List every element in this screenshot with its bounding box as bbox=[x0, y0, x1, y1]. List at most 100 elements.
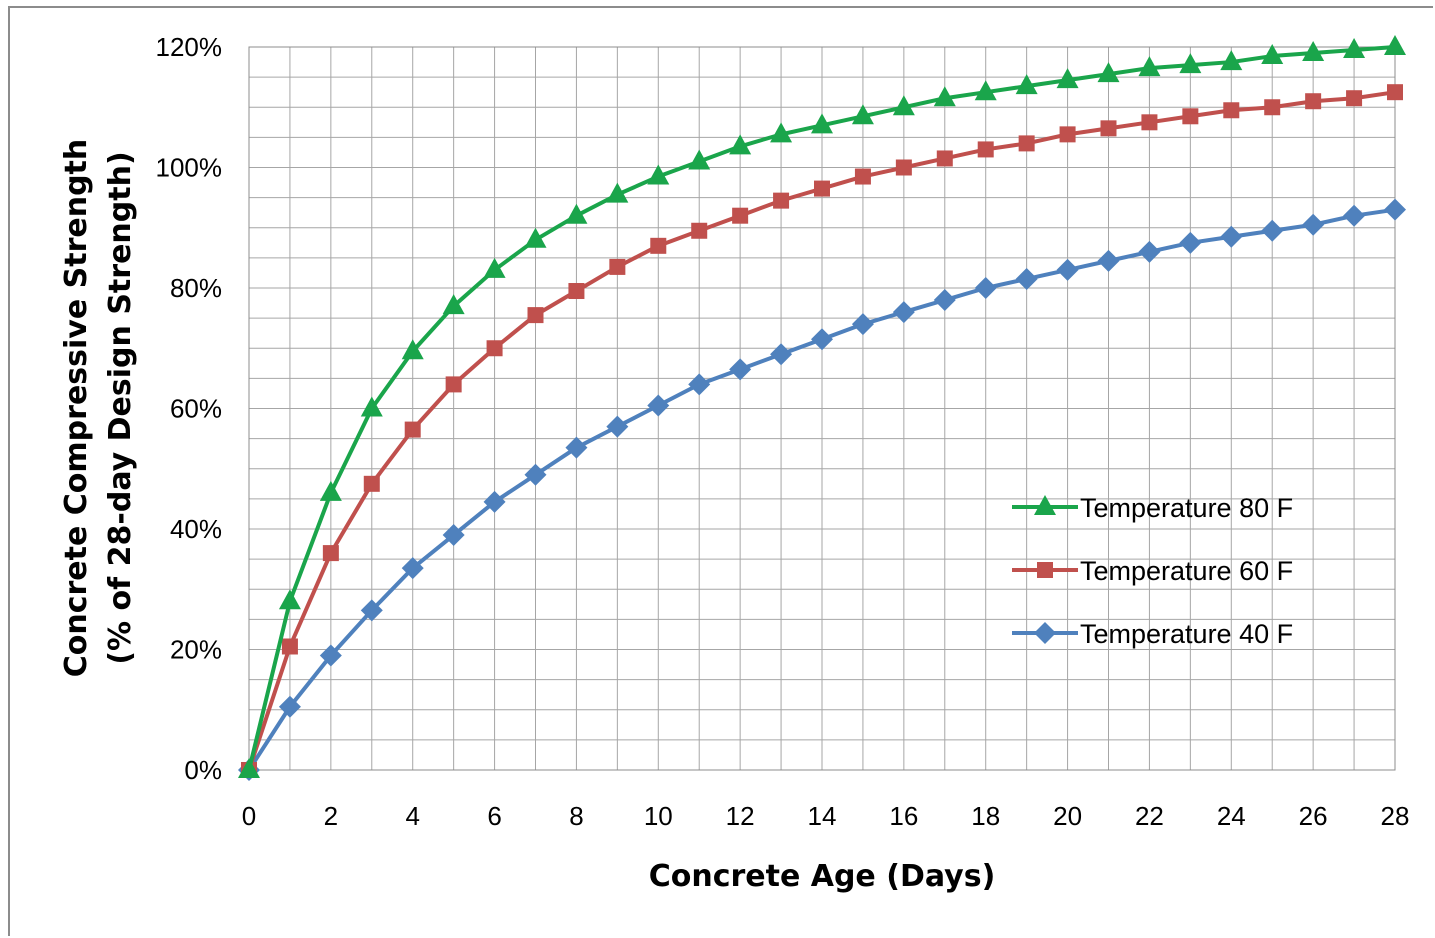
data-point bbox=[1179, 53, 1202, 74]
data-point bbox=[729, 134, 752, 155]
data-point bbox=[851, 313, 874, 336]
data-point bbox=[1261, 219, 1284, 242]
data-point bbox=[606, 415, 629, 438]
x-axis-title: Concrete Age (Days) bbox=[649, 859, 996, 894]
data-point bbox=[1384, 35, 1406, 55]
data-point bbox=[442, 294, 465, 315]
data-point bbox=[319, 644, 342, 667]
data-point bbox=[770, 122, 793, 143]
data-point bbox=[486, 340, 503, 357]
data-point bbox=[1261, 44, 1284, 65]
data-point bbox=[1100, 120, 1117, 137]
data-point bbox=[811, 328, 833, 351]
data-point bbox=[688, 373, 711, 396]
data-point bbox=[1387, 84, 1403, 101]
x-tick-label: 2 bbox=[324, 801, 338, 831]
y-tick-label: 60% bbox=[170, 394, 222, 424]
data-point bbox=[892, 301, 915, 324]
data-point bbox=[647, 394, 670, 417]
x-tick-label: 24 bbox=[1217, 801, 1246, 831]
x-tick-label: 12 bbox=[726, 801, 755, 831]
data-point bbox=[892, 95, 915, 116]
legend-marker bbox=[1037, 562, 1053, 578]
y-tick-label: 80% bbox=[170, 273, 222, 303]
data-point bbox=[445, 376, 462, 393]
data-point bbox=[401, 339, 424, 360]
x-tick-label: 18 bbox=[971, 801, 1000, 831]
series-triangle bbox=[238, 35, 1406, 778]
data-point bbox=[773, 192, 790, 209]
data-point bbox=[278, 695, 301, 718]
data-point bbox=[1343, 38, 1366, 59]
data-point bbox=[281, 638, 298, 655]
data-point bbox=[360, 599, 383, 622]
data-point bbox=[483, 490, 506, 513]
data-point bbox=[238, 758, 260, 778]
data-point bbox=[363, 475, 380, 492]
x-tick-label: 26 bbox=[1299, 801, 1328, 831]
data-point bbox=[1223, 102, 1240, 119]
x-tick-label: 20 bbox=[1053, 801, 1082, 831]
x-tick-label: 4 bbox=[405, 801, 419, 831]
y-axis-title-line-1: Concrete Compressive Strength bbox=[59, 139, 94, 678]
data-point bbox=[1059, 126, 1076, 143]
x-tick-label: 10 bbox=[644, 801, 673, 831]
data-point bbox=[568, 283, 585, 300]
data-point bbox=[1182, 108, 1199, 125]
data-point bbox=[1015, 267, 1038, 290]
legend-marker bbox=[1034, 622, 1056, 644]
data-point bbox=[650, 237, 667, 254]
data-point bbox=[1305, 93, 1322, 110]
data-point bbox=[936, 150, 953, 167]
plot-area bbox=[248, 46, 1396, 771]
legend: Temperature 80 F Temperature 60 F Temperat… bbox=[1012, 493, 1293, 649]
series-square bbox=[241, 84, 1403, 778]
data-point bbox=[404, 421, 421, 438]
data-point bbox=[1346, 90, 1363, 107]
data-point bbox=[483, 257, 506, 278]
series-diamond bbox=[238, 198, 1406, 781]
data-point bbox=[811, 113, 833, 134]
data-point bbox=[851, 104, 874, 125]
y-axis-title: Concrete Compressive Strength (% of 28-d… bbox=[59, 139, 138, 678]
data-point bbox=[1220, 50, 1243, 71]
x-tick-label: 8 bbox=[569, 801, 583, 831]
data-point bbox=[814, 180, 830, 197]
data-point bbox=[565, 436, 588, 459]
data-point bbox=[1264, 99, 1281, 116]
legend-label: Temperature 60 F bbox=[1080, 556, 1293, 586]
data-point bbox=[1179, 231, 1202, 254]
data-point bbox=[524, 227, 547, 248]
data-point bbox=[319, 480, 342, 501]
x-tick-label: 28 bbox=[1381, 801, 1410, 831]
data-point bbox=[1097, 249, 1120, 272]
y-tick-label: 100% bbox=[156, 153, 223, 183]
y-tick-label: 0% bbox=[184, 755, 222, 785]
legend-item: Temperature 60 F bbox=[1012, 556, 1293, 586]
data-point bbox=[609, 258, 626, 275]
y-tick-label: 120% bbox=[156, 32, 223, 62]
data-point bbox=[691, 222, 708, 239]
data-point bbox=[1343, 204, 1366, 227]
data-point bbox=[524, 463, 547, 486]
data-point bbox=[1384, 198, 1406, 221]
data-point bbox=[1056, 258, 1079, 281]
y-axis-ticks: 0% 20% 40% 60% 80% 100% 120% bbox=[156, 32, 223, 785]
y-axis-title-line-2: (% of 28-day Design Strength) bbox=[103, 151, 138, 664]
data-point bbox=[1302, 213, 1325, 236]
data-point bbox=[933, 289, 956, 312]
legend-marker bbox=[1034, 495, 1056, 515]
y-tick-label: 40% bbox=[170, 514, 222, 544]
data-point bbox=[360, 396, 383, 417]
x-tick-label: 0 bbox=[242, 801, 256, 831]
x-tick-label: 22 bbox=[1135, 801, 1164, 831]
data-point bbox=[1141, 114, 1158, 131]
data-point bbox=[770, 343, 793, 366]
data-point bbox=[732, 207, 749, 224]
data-point bbox=[322, 545, 339, 562]
legend-item: Temperature 80 F bbox=[1012, 493, 1293, 523]
y-tick-label: 20% bbox=[170, 635, 222, 665]
data-point bbox=[933, 86, 956, 107]
legend-label: Temperature 40 F bbox=[1080, 619, 1293, 649]
